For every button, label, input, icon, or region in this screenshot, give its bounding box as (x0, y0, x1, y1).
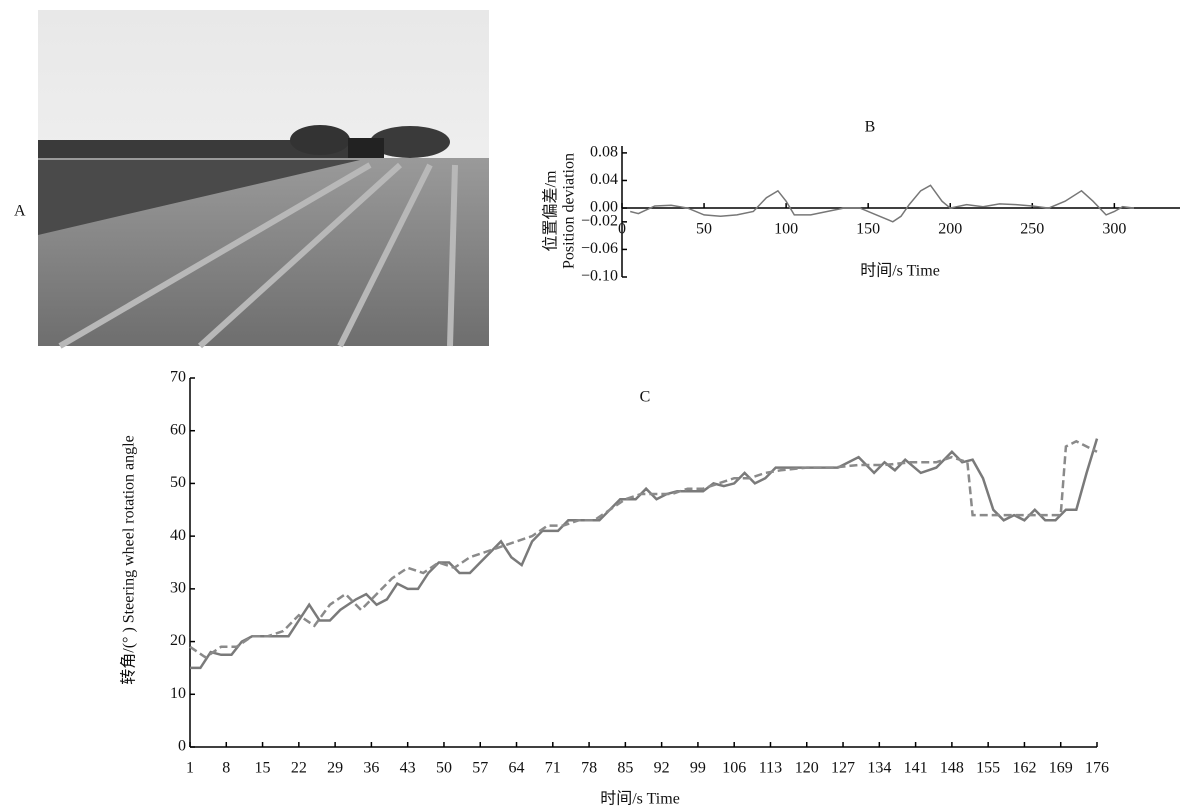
x-axis-label: 时间/s Time (600, 790, 680, 808)
y-axis-label: 转角/(° ) Steering wheel rotation angle (120, 435, 138, 684)
y-tick-label: 30 (170, 580, 186, 597)
photo-row (447, 164, 458, 347)
photo-label: A (14, 203, 26, 220)
x-tick-label: 22 (291, 760, 307, 777)
chart-title: C (640, 389, 651, 406)
photo-row (337, 163, 433, 348)
y-tick-label: 0 (178, 738, 186, 755)
photo-rows (58, 162, 458, 349)
chart-title: B (865, 119, 876, 136)
x-tick-label: 78 (581, 760, 597, 777)
y-tick-label: 40 (170, 527, 186, 544)
x-tick-label: 43 (400, 760, 416, 777)
y-tick-label: −0.10 (581, 268, 618, 285)
x-tick-label: 29 (327, 760, 343, 777)
x-tick-label: 169 (1049, 760, 1073, 777)
y-tick-label: 10 (170, 685, 186, 702)
x-tick-label: 200 (938, 221, 962, 238)
x-tick-label: 141 (904, 760, 928, 777)
x-tick-label: 50 (436, 760, 452, 777)
series-line (190, 438, 1099, 670)
x-tick-label: 36 (363, 760, 379, 777)
x-tick-label: 120 (795, 760, 819, 777)
photo (38, 10, 489, 349)
series-line (630, 184, 1135, 223)
y-tick-label: 0.04 (590, 171, 618, 188)
y-tick-label: 0.00 (590, 199, 618, 216)
x-tick-label: 15 (255, 760, 271, 777)
y-tick-label: −0.06 (581, 240, 618, 257)
x-tick-label: 150 (856, 221, 880, 238)
x-tick-label: 113 (759, 760, 782, 777)
photo-row (197, 162, 403, 349)
x-tick-label: 148 (940, 760, 964, 777)
y-tick-label: 20 (170, 632, 186, 649)
x-tick-label: 64 (509, 760, 525, 777)
x-tick-label: 1 (186, 760, 194, 777)
photo-tree (290, 125, 350, 155)
x-tick-label: 8 (222, 760, 230, 777)
photo-treeline (38, 140, 348, 160)
y-tick-label: 70 (170, 369, 186, 386)
x-tick-label: 57 (472, 760, 488, 777)
y-axis-label: Position deviation (561, 153, 578, 269)
x-axis-label: 时间/s Time (860, 262, 940, 280)
y-tick-label: 50 (170, 474, 186, 491)
x-tick-label: 134 (867, 760, 891, 777)
y-tick-label: 0.08 (590, 144, 618, 161)
x-tick-label: 50 (696, 221, 712, 238)
x-tick-label: 176 (1085, 760, 1109, 777)
x-tick-label: 0 (618, 221, 626, 238)
photo-row (58, 162, 372, 349)
x-tick-label: 99 (690, 760, 706, 777)
photo-corn (38, 160, 360, 235)
x-tick-label: 127 (831, 760, 855, 777)
photo-tree (370, 126, 450, 158)
x-tick-label: 162 (1012, 760, 1036, 777)
x-tick-label: 250 (1020, 221, 1044, 238)
x-tick-label: 300 (1102, 221, 1126, 238)
series-line (189, 439, 1098, 659)
x-tick-label: 85 (617, 760, 633, 777)
x-tick-label: 106 (722, 760, 746, 777)
x-tick-label: 155 (976, 760, 1000, 777)
y-axis-label: 位置偏差/m (542, 170, 560, 251)
y-tick-label: −0.02 (581, 213, 618, 230)
y-tick-label: 60 (170, 421, 186, 438)
x-tick-label: 92 (654, 760, 670, 777)
x-tick-label: 71 (545, 760, 561, 777)
x-tick-label: 100 (774, 221, 798, 238)
